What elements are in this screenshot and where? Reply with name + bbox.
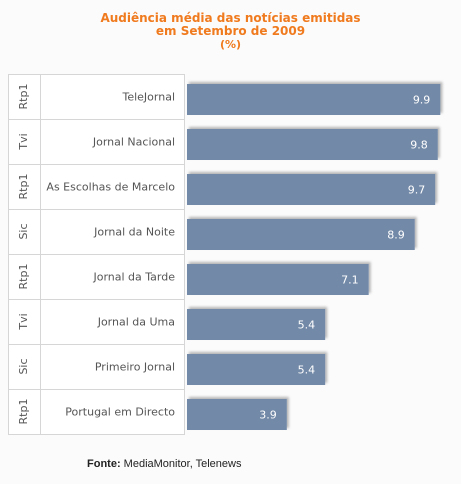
category-label: Jornal Nacional xyxy=(92,136,175,149)
category-label: Jornal da Noite xyxy=(93,226,175,239)
channel-label: Sic xyxy=(17,358,30,374)
category-label: Portugal em Directo xyxy=(65,406,175,419)
category-label: Jornal da Uma xyxy=(97,316,175,329)
category-label: As Escolhas de Marcelo xyxy=(46,181,175,194)
bar-chart: Rtp1 TeleJornal 9.9 Tvi Jornal Nacional 9.8 Rt… xyxy=(8,74,441,435)
row-label-box xyxy=(8,389,185,435)
row-label-box xyxy=(8,344,185,390)
source-label: Fonte: xyxy=(87,458,121,470)
row-label-box xyxy=(8,254,185,300)
value-label: 9.8 xyxy=(410,139,428,152)
category-label: Jornal da Tarde xyxy=(92,271,175,284)
value-label: 7.1 xyxy=(341,274,359,287)
chart-unit: (%) xyxy=(219,38,242,51)
row-label-box xyxy=(8,119,185,165)
chart-title-line1: Audiência média das notícias emitidas xyxy=(100,11,361,25)
source-note: Fonte: MediaMonitor, Telenews xyxy=(87,458,241,470)
value-label: 3.9 xyxy=(259,409,277,422)
bar xyxy=(187,129,438,160)
chart-title: Audiência média das notícias emitidas em… xyxy=(0,11,461,52)
value-label: 9.9 xyxy=(413,94,431,107)
bar xyxy=(187,84,441,115)
source-text: MediaMonitor, Telenews xyxy=(123,458,242,470)
bar xyxy=(187,354,326,385)
channel-label: Rtp1 xyxy=(17,174,30,200)
channel-label: Rtp1 xyxy=(17,84,30,110)
chart-title-line2: em Setembro de 2009 xyxy=(155,24,306,38)
bar xyxy=(187,264,369,295)
value-label: 8.9 xyxy=(387,229,405,242)
category-label: TeleJornal xyxy=(121,91,175,104)
channel-label: Tvi xyxy=(17,133,30,150)
bar xyxy=(187,399,287,430)
bar xyxy=(187,309,326,340)
channel-label: Rtp1 xyxy=(17,264,30,290)
category-label: Primeiro Jornal xyxy=(95,361,175,374)
bar xyxy=(187,174,436,205)
value-label: 9.7 xyxy=(408,184,426,197)
channel-label: Sic xyxy=(17,223,30,239)
row-label-box xyxy=(8,164,185,210)
channel-label: Tvi xyxy=(17,313,30,330)
bar xyxy=(187,219,415,250)
row-label-box xyxy=(8,74,185,120)
value-label: 5.4 xyxy=(298,364,316,377)
channel-label: Rtp1 xyxy=(17,399,30,425)
value-label: 5.4 xyxy=(298,319,316,332)
row-label-box xyxy=(8,299,185,345)
